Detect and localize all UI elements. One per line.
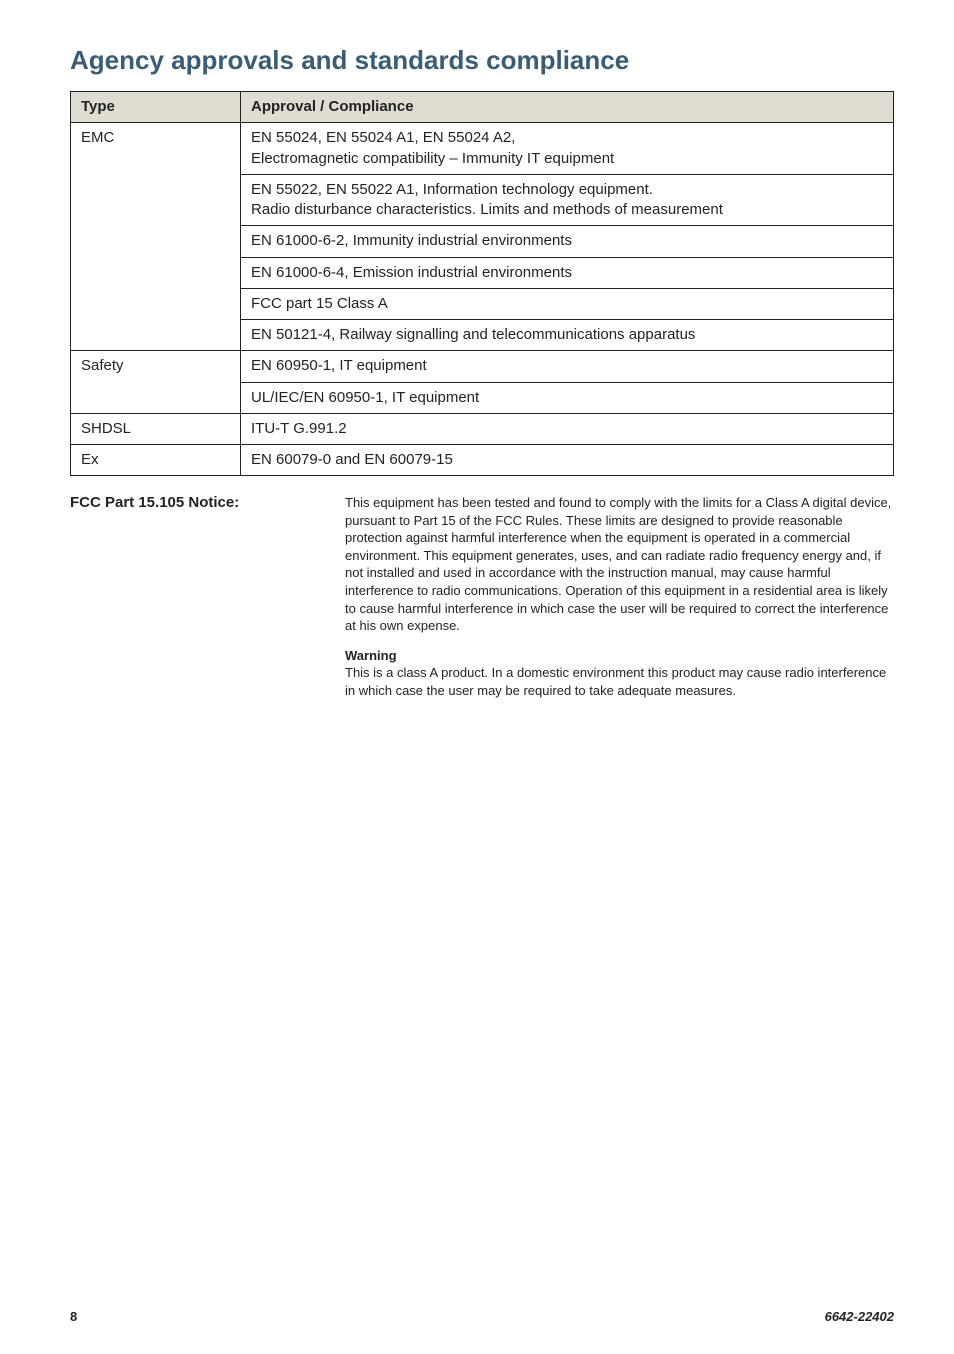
cell-type: Ex [71, 445, 241, 476]
cell-compliance: EN 50121-4, Railway signalling and telec… [241, 320, 894, 351]
cell-compliance: EN 60950-1, IT equipment [241, 351, 894, 382]
table-row: SHDSL ITU-T G.991.2 [71, 413, 894, 444]
cell-compliance: EN 61000-6-2, Immunity industrial enviro… [241, 226, 894, 257]
fcc-warning-paragraph: Warning This is a class A product. In a … [345, 647, 894, 700]
fcc-notice-body: This equipment has been tested and found… [345, 494, 894, 711]
cell-compliance: EN 61000-6-4, Emission industrial enviro… [241, 257, 894, 288]
table-row: EMC EN 55024, EN 55024 A1, EN 55024 A2,E… [71, 123, 894, 175]
fcc-notice-section: FCC Part 15.105 Notice: This equipment h… [70, 494, 894, 711]
cell-compliance: EN 60079-0 and EN 60079-15 [241, 445, 894, 476]
page-title: Agency approvals and standards complianc… [70, 45, 894, 76]
page-number: 8 [70, 1309, 77, 1324]
table-header-row: Type Approval / Compliance [71, 92, 894, 123]
table-row: Safety EN 60950-1, IT equipment [71, 351, 894, 382]
warning-body: This is a class A product. In a domestic… [345, 665, 886, 698]
cell-compliance: EN 55024, EN 55024 A1, EN 55024 A2,Elect… [241, 123, 894, 175]
cell-type: SHDSL [71, 413, 241, 444]
header-type: Type [71, 92, 241, 123]
cell-compliance: FCC part 15 Class A [241, 288, 894, 319]
document-number: 6642-22402 [825, 1309, 894, 1324]
cell-compliance: ITU-T G.991.2 [241, 413, 894, 444]
cell-type: EMC [71, 123, 241, 351]
warning-heading: Warning [345, 648, 397, 663]
cell-compliance: UL/IEC/EN 60950-1, IT equipment [241, 382, 894, 413]
header-compliance: Approval / Compliance [241, 92, 894, 123]
page-footer: 8 6642-22402 [70, 1309, 894, 1324]
fcc-notice-label: FCC Part 15.105 Notice: [70, 494, 345, 511]
cell-compliance: EN 55022, EN 55022 A1, Information techn… [241, 174, 894, 226]
table-row: Ex EN 60079-0 and EN 60079-15 [71, 445, 894, 476]
cell-type: Safety [71, 351, 241, 414]
fcc-notice-paragraph-1: This equipment has been tested and found… [345, 494, 894, 634]
compliance-table: Type Approval / Compliance EMC EN 55024,… [70, 91, 894, 476]
